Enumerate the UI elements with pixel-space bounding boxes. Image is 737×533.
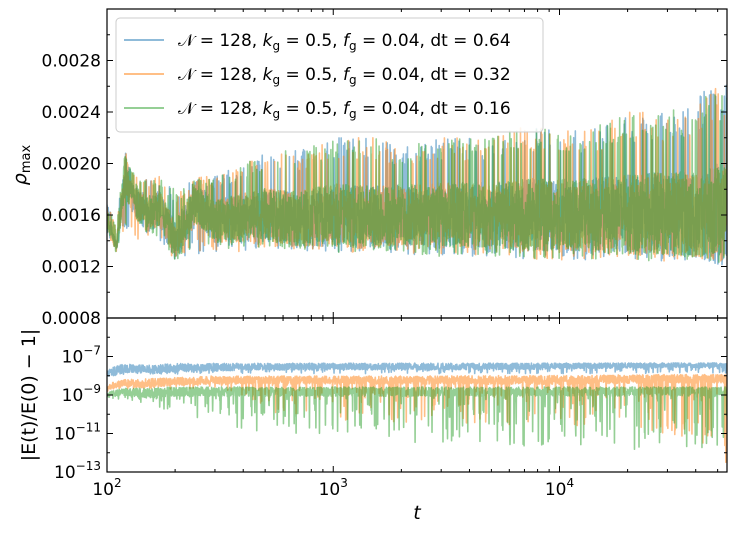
tick-label-base: 10 xyxy=(545,480,567,500)
tick-label-base: 10 xyxy=(62,386,84,406)
top-y-axis-label-sub: max xyxy=(19,145,34,174)
tick-label-exponent: −7 xyxy=(83,344,101,358)
bottom-y-axis-label: |E(t)/E(0) − 1| xyxy=(18,329,40,462)
bottom-y-tick-label: 10−13 xyxy=(54,459,101,483)
legend-label-part: f xyxy=(343,31,352,51)
bottom-x-tick-label: 103 xyxy=(319,476,348,500)
tick-label-exponent: 2 xyxy=(114,476,122,490)
top-y-tick-label: 0.0028 xyxy=(42,52,101,72)
bottom-panel-plot-area xyxy=(107,362,727,464)
tick-label-exponent: 4 xyxy=(566,476,574,490)
top-y-tick-label: 0.0012 xyxy=(42,258,101,278)
tick-label-base: 10 xyxy=(54,463,76,483)
legend: 𝒩 = 128, kg = 0.5, fg = 0.04, dt = 0.64𝒩… xyxy=(115,17,544,133)
x-axis-label: t xyxy=(413,502,422,524)
top-panel: 0.0008 0.0012 0.0016 0.0020 0.0024 0.0028 ρma… xyxy=(9,8,728,329)
legend-label-part: k xyxy=(263,65,274,85)
legend-label-part: = 0.04, dt = 0.64 xyxy=(357,31,511,51)
bottom-y-tick-label: 10−7 xyxy=(62,344,101,368)
tick-label-base: 10 xyxy=(62,348,84,368)
bot-series-line-2 xyxy=(107,386,727,451)
top-y-tick-label: 0.0024 xyxy=(42,103,101,123)
tick-label-exponent: −9 xyxy=(83,382,101,396)
legend-label-part: f xyxy=(343,99,352,119)
legend-label-part: k xyxy=(263,31,274,51)
tick-label-exponent: −11 xyxy=(76,421,101,435)
legend-label-part: g xyxy=(272,39,280,53)
legend-label-part: 𝒩 = 128, xyxy=(178,65,263,85)
legend-label-part: = 0.5, xyxy=(280,65,343,85)
tick-label-base: 10 xyxy=(92,480,114,500)
legend-label-part: = 0.5, xyxy=(280,31,343,51)
top-y-axis-label-main: ρ xyxy=(9,173,31,185)
legend-label-2: 𝒩 = 128, kg = 0.5, fg = 0.04, dt = 0.16 xyxy=(178,99,511,121)
bottom-y-tick-label: 10−11 xyxy=(54,421,101,445)
bottom-x-axis: 102 103 104 xyxy=(92,318,719,500)
top-y-axis: 0.0008 0.0012 0.0016 0.0020 0.0024 0.0028 xyxy=(42,34,727,329)
top-series-line-2 xyxy=(107,94,727,263)
legend-label-part: 𝒩 = 128, xyxy=(178,99,263,119)
tick-label-base: 10 xyxy=(54,425,76,445)
top-panel-plot-area xyxy=(107,84,727,266)
bot-series-line-0 xyxy=(107,362,727,377)
legend-label-part: = 0.04, dt = 0.16 xyxy=(357,99,511,119)
legend-label-part: f xyxy=(343,65,352,85)
legend-label-0: 𝒩 = 128, kg = 0.5, fg = 0.04, dt = 0.64 xyxy=(178,31,511,53)
tick-label-exponent: 3 xyxy=(340,476,348,490)
top-y-tick-label: 0.0020 xyxy=(42,155,101,175)
bottom-x-tick-label: 104 xyxy=(545,476,574,500)
legend-label-part: g xyxy=(272,107,280,121)
tick-label-base: 10 xyxy=(319,480,341,500)
top-y-tick-label: 0.0016 xyxy=(42,206,101,226)
legend-label-part: g xyxy=(349,73,357,87)
legend-box xyxy=(115,17,544,133)
bottom-y-tick-label: 10−9 xyxy=(62,382,101,406)
top-series-group xyxy=(107,84,727,266)
legend-label-part: g xyxy=(272,73,280,87)
legend-label-1: 𝒩 = 128, kg = 0.5, fg = 0.04, dt = 0.32 xyxy=(178,65,511,87)
legend-label-part: k xyxy=(263,99,274,119)
legend-label-part: = 0.5, xyxy=(280,99,343,119)
legend-label-part: g xyxy=(349,107,357,121)
top-y-tick-label: 0.0008 xyxy=(42,309,101,329)
legend-label-part: g xyxy=(349,39,357,53)
tick-label-exponent: −13 xyxy=(76,459,101,473)
bottom-x-tick-label: 102 xyxy=(92,476,121,500)
legend-label-part: 𝒩 = 128, xyxy=(178,31,263,51)
top-y-axis-label: ρmax xyxy=(9,145,34,186)
legend-label-part: = 0.04, dt = 0.32 xyxy=(357,65,511,85)
bot-series-group xyxy=(107,362,727,464)
